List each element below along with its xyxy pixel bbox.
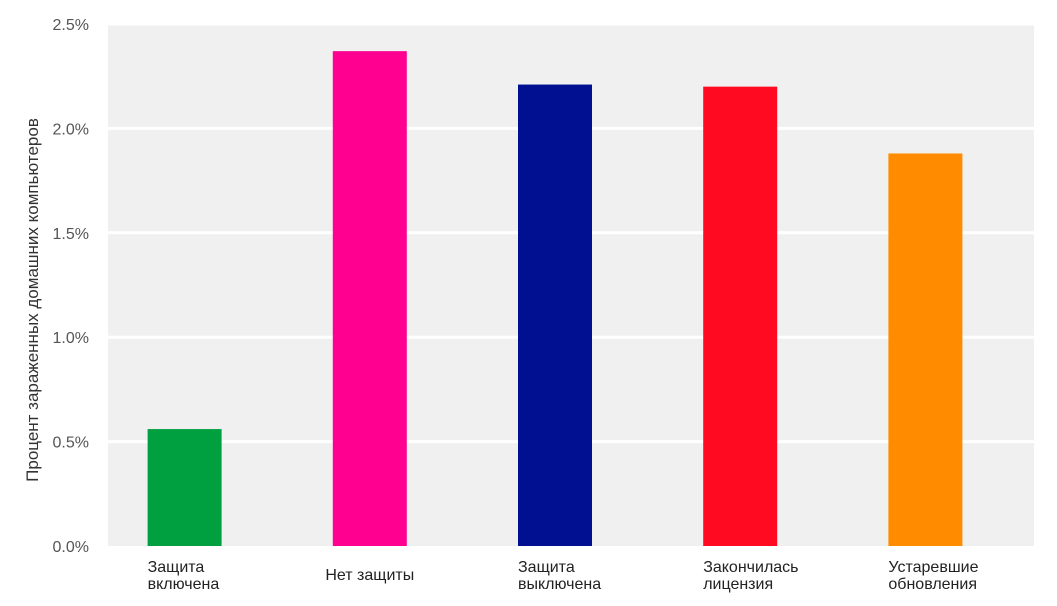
bar [518, 84, 592, 546]
x-tick-label: Закончилась лицензия [703, 559, 798, 593]
y-tick-label: 0.0% [53, 539, 89, 556]
bar [147, 429, 222, 546]
bars [147, 51, 963, 546]
y-axis-ticks: 0.0% 0.5% 1.0% 1.5% 2.0% 2.5% [53, 17, 89, 556]
x-tick-label: Защита включена [148, 559, 220, 593]
x-tick-label: Нет защиты [325, 567, 414, 584]
y-tick-label: 1.0% [53, 330, 89, 347]
bar [703, 86, 778, 546]
bar [332, 51, 407, 546]
x-axis-labels: Защита включена Нет защиты Защита выключена З… [148, 559, 979, 593]
bar [888, 153, 963, 546]
x-tick-label: Устаревшие обновления [888, 559, 978, 593]
y-tick-label: 2.0% [53, 121, 89, 138]
y-tick-label: 0.5% [53, 435, 89, 452]
y-tick-label: 1.5% [53, 226, 89, 243]
y-axis-title: Процент зараженных домашних компьютеров [23, 118, 42, 482]
x-tick-label: Защита выключена [518, 559, 601, 593]
y-tick-label: 2.5% [53, 17, 89, 34]
